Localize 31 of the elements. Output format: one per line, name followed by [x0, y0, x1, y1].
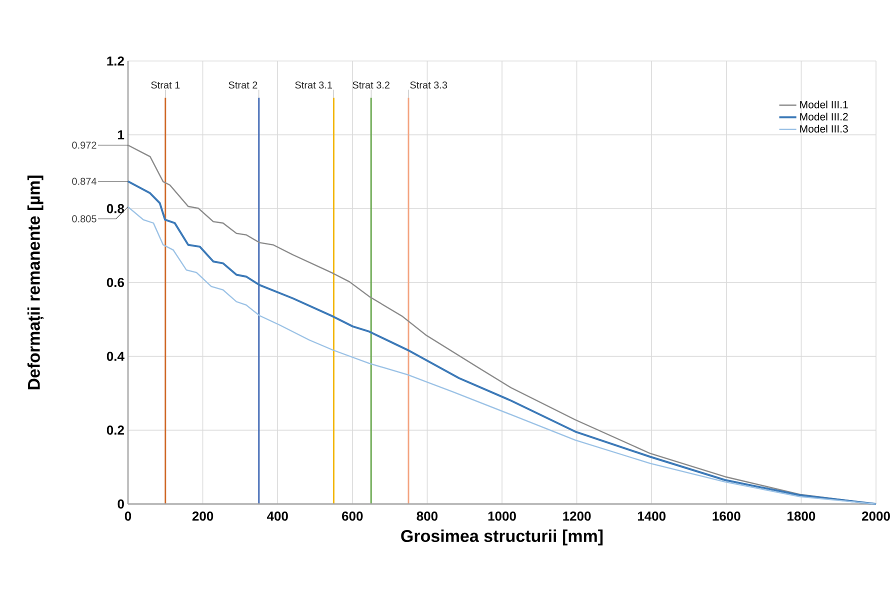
legend-label: Model III.1	[800, 100, 848, 108]
x-tick-label: 2000	[862, 512, 890, 521]
data-label: 0.805	[72, 215, 96, 222]
ref-line-label: Strat 1	[151, 81, 180, 89]
legend-label: Model III.3	[800, 124, 848, 133]
x-tick-label: 1200	[563, 512, 591, 521]
x-tick-label: 1800	[788, 512, 816, 521]
y-tick-label: 1.2	[107, 56, 124, 66]
x-tick-label: 1400	[638, 512, 666, 521]
y-tick-label: 0.4	[106, 352, 124, 361]
y-axis-title: Deformații remanente [µm]	[27, 176, 44, 390]
x-tick-label: 0	[124, 512, 132, 521]
y-tick-label: 0.2	[106, 426, 124, 435]
ref-line-label: Strat 2	[228, 81, 258, 89]
x-tick-label: 800	[416, 512, 438, 521]
x-tick-label: 1600	[712, 512, 740, 521]
ref-line-label: Strat 3.2	[352, 81, 390, 89]
ref-line-label: Strat 3.3	[410, 81, 448, 89]
legend-label: Model III.2	[800, 112, 848, 120]
y-tick-label: 0.6	[106, 278, 124, 288]
data-label: 0.874	[72, 178, 96, 185]
x-tick-label: 600	[342, 512, 363, 521]
x-tick-label: 1000	[488, 512, 516, 521]
ref-line-label: Strat 3.1	[295, 81, 332, 89]
y-tick-label: 1	[118, 130, 124, 140]
x-axis-title: Grosimea structurii [mm]	[401, 530, 603, 546]
y-tick-label: 0.8	[106, 204, 124, 214]
x-tick-label: 400	[266, 512, 288, 521]
y-tick-label: 0	[118, 499, 124, 509]
x-tick-label: 200	[192, 512, 214, 521]
data-label: 0.972	[72, 142, 96, 149]
